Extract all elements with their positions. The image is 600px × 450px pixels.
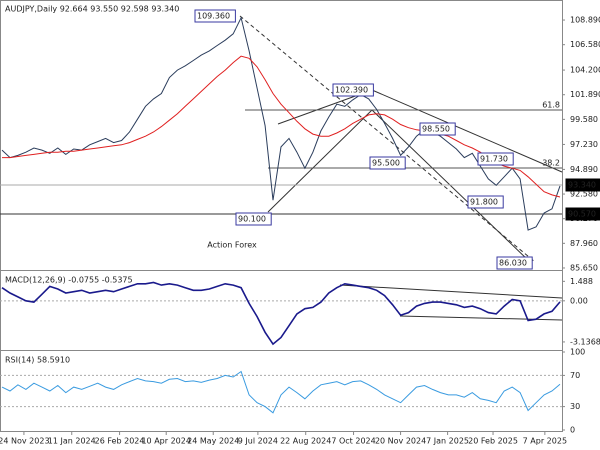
price-label: 86.030 [499, 259, 527, 268]
price-label: 91.730 [480, 155, 508, 164]
y-tick-label: 106.580 [570, 40, 600, 49]
y-tick-label: 94.890 [570, 165, 598, 174]
price-label-box [477, 152, 514, 166]
x-tick-label: 20 Nov 2024 [375, 437, 426, 446]
pane-title: RSI(14) 58.5910 [5, 356, 70, 365]
y-tick-label: 92.580 [570, 190, 598, 199]
x-tick-label: 7 Oct 2024 [331, 437, 375, 446]
y-tick-label: 99.580 [570, 115, 598, 124]
y-tick-label: 85.650 [570, 263, 598, 272]
watermark: Action Forex [207, 241, 257, 250]
x-tick-label: 7 Jan 2025 [426, 437, 469, 446]
y-tick-label: 0.00 [570, 296, 588, 305]
price-label-box [419, 122, 456, 136]
trendlines [0, 15, 563, 321]
pane-title: MACD(12,26,9) -0.0755 -0.5375 [5, 276, 133, 285]
trendline [371, 109, 531, 263]
fib-label: 38.2 [542, 159, 560, 168]
x-tick-label: 26 Feb 2024 [95, 437, 145, 446]
price-label: 90.100 [238, 215, 266, 224]
price-label: 95.500 [372, 159, 400, 168]
y-tick-label: 100 [570, 348, 585, 357]
x-tick-label: 24 Nov 2023 [0, 437, 50, 446]
trendline [267, 109, 373, 213]
trendline [239, 15, 536, 263]
fib-label: 61.8 [542, 101, 560, 110]
y-tick-label: 1.488 [570, 277, 593, 286]
y-tick-label: 97.230 [570, 140, 598, 149]
y-tick-label: -3.1368 [570, 337, 600, 346]
price-label: 93.340 [568, 181, 596, 190]
series-line [1, 281, 561, 346]
y-tick-label: 0 [570, 426, 575, 435]
price-label: 109.360 [197, 12, 230, 21]
price-label: 90.570 [568, 210, 596, 219]
frame [0, 0, 563, 432]
price-label: 102.390 [335, 86, 368, 95]
x-tick-label: 20 Feb 2025 [468, 437, 518, 446]
y-tick-label: 70 [570, 371, 580, 380]
y-tick-label: 87.960 [570, 239, 598, 248]
series-line [1, 370, 561, 414]
y-tick-label: 104.200 [570, 66, 600, 75]
price-label-box [235, 212, 272, 226]
x-tick-label: 11 Jan 2024 [48, 437, 96, 446]
x-tick-label: 10 Apr 2024 [141, 437, 190, 446]
price-label-box [496, 256, 533, 270]
macd-trendline [339, 284, 563, 299]
price-label-box [467, 195, 504, 209]
y-tick-label: 108.890 [570, 16, 600, 25]
price-label: 91.800 [470, 198, 498, 207]
x-tick-label: 7 Apr 2025 [523, 437, 567, 446]
pane-title: AUDJPY,Daily 92.664 93.550 92.598 93.340 [5, 5, 179, 14]
trendline [371, 89, 563, 173]
price-label: 98.550 [422, 125, 450, 134]
x-tick-label: 24 May 2024 [187, 437, 239, 446]
y-tick-label: 101.890 [570, 90, 600, 99]
price-label-box [332, 83, 374, 97]
price-label-box [565, 207, 600, 221]
series-line [1, 16, 561, 231]
price-label-box [565, 178, 600, 192]
price-label-box [369, 156, 406, 170]
x-tick-label: 9 Jul 2024 [238, 437, 278, 446]
x-tick-label: 22 Aug 2024 [280, 437, 331, 446]
y-tick-label: 30 [570, 402, 580, 411]
price-label-box [194, 9, 236, 23]
series-line [2, 55, 561, 198]
